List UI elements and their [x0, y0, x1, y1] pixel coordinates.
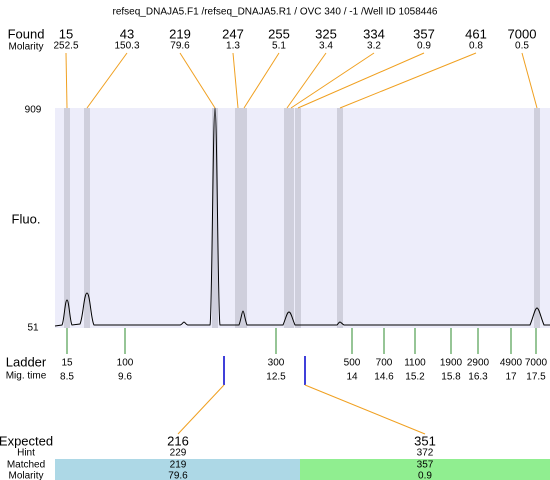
found-size: 357	[413, 26, 435, 41]
ladder-size: 15	[61, 358, 73, 369]
ladder-time: 17.5	[526, 372, 546, 383]
found-size: 247	[222, 26, 244, 41]
ladder-time: 8.5	[60, 372, 74, 383]
found-size: 255	[268, 26, 290, 41]
found-size: 334	[363, 26, 385, 41]
expected-label: Expected	[0, 433, 53, 448]
expected-matched: 219	[170, 460, 187, 471]
peak-band	[241, 108, 247, 328]
found-molarity: 0.8	[469, 41, 483, 52]
peak-link	[297, 52, 425, 109]
ladder-size: 1900	[440, 358, 463, 369]
found-molarity: 1.3	[226, 41, 240, 52]
peak-band	[295, 108, 301, 328]
found-molarity: 5.1	[272, 41, 286, 52]
peak-band	[64, 108, 70, 328]
ladder-time: 16.3	[468, 372, 488, 383]
found-size: 43	[120, 26, 134, 41]
found-size: 15	[59, 26, 73, 41]
peak-link	[179, 52, 216, 109]
plot-area	[55, 108, 550, 328]
peak-band	[84, 108, 90, 328]
expected-band-2	[300, 459, 550, 480]
ladder-size: 300	[268, 358, 285, 369]
peak-link	[286, 52, 327, 109]
peak-link	[290, 52, 375, 109]
mig-time-label: Mig. time	[6, 371, 47, 382]
peak-link	[232, 52, 239, 109]
ladder-size: 2900	[467, 358, 490, 369]
ladder-size: 7000	[525, 358, 548, 369]
expected-band-1	[55, 459, 300, 480]
found-molarity: 3.4	[319, 41, 333, 52]
peak-link	[65, 52, 68, 109]
peak-band	[337, 108, 343, 328]
peak-link	[339, 52, 477, 109]
axis-label: Fluo.	[12, 211, 41, 226]
found-molarity: 79.6	[170, 41, 190, 52]
ladder-size: 4900	[500, 358, 523, 369]
ladder-time: 14	[346, 372, 358, 383]
expected-hint: 372	[417, 448, 434, 459]
expected-molarity: 79.6	[168, 471, 188, 480]
hint-label: Hint	[17, 448, 35, 459]
peak-band	[235, 108, 241, 328]
peak-band	[534, 108, 540, 328]
expected-size: 216	[167, 433, 189, 448]
axis-bottom: 51	[27, 323, 39, 334]
ladder-size: 1100	[404, 358, 426, 369]
ladder-label: Ladder	[6, 354, 47, 369]
axis-top: 909	[25, 105, 42, 116]
peak-link	[243, 52, 280, 109]
peak-band	[284, 108, 290, 328]
expected-link	[177, 384, 225, 435]
expected-link	[304, 384, 426, 435]
ladder-size: 500	[344, 358, 361, 369]
found-size: 461	[465, 26, 487, 41]
molarity-label: Molarity	[8, 42, 43, 53]
trace	[54, 107, 550, 327]
ladder-size: 100	[117, 358, 134, 369]
ladder-time: 12.5	[266, 372, 286, 383]
found-molarity: 150.3	[114, 41, 139, 52]
peak-band	[288, 108, 294, 328]
found-size: 325	[315, 26, 337, 41]
found-size: 219	[169, 26, 191, 41]
matched-label: Matched	[7, 460, 45, 471]
ladder-time: 15.8	[441, 372, 461, 383]
found-size: 7000	[508, 26, 537, 41]
peak-link	[521, 52, 538, 109]
expected-matched: 357	[417, 460, 434, 471]
found-molarity: 252.5	[53, 41, 78, 52]
found-molarity: 3.2	[367, 41, 381, 52]
expected-molarity: 0.9	[418, 471, 432, 480]
found-label: Found	[8, 26, 45, 41]
ladder-time: 14.6	[374, 372, 394, 383]
title: refseq_DNAJA5.F1 /refseq_DNAJA5.R1 / OVC…	[113, 7, 438, 18]
peak-band	[212, 108, 218, 328]
found-molarity: 0.5	[515, 41, 529, 52]
expected-size: 351	[414, 433, 436, 448]
peak-bands	[64, 108, 540, 328]
peak-link	[86, 52, 128, 109]
ladder-time: 17	[505, 372, 517, 383]
ladder-time: 15.2	[405, 372, 425, 383]
ladder-size: 700	[376, 358, 393, 369]
exp-molarity-label: Molarity	[8, 471, 43, 480]
found-molarity: 0.9	[417, 41, 431, 52]
ladder-time: 9.6	[118, 372, 132, 383]
expected-hint: 229	[170, 448, 187, 459]
